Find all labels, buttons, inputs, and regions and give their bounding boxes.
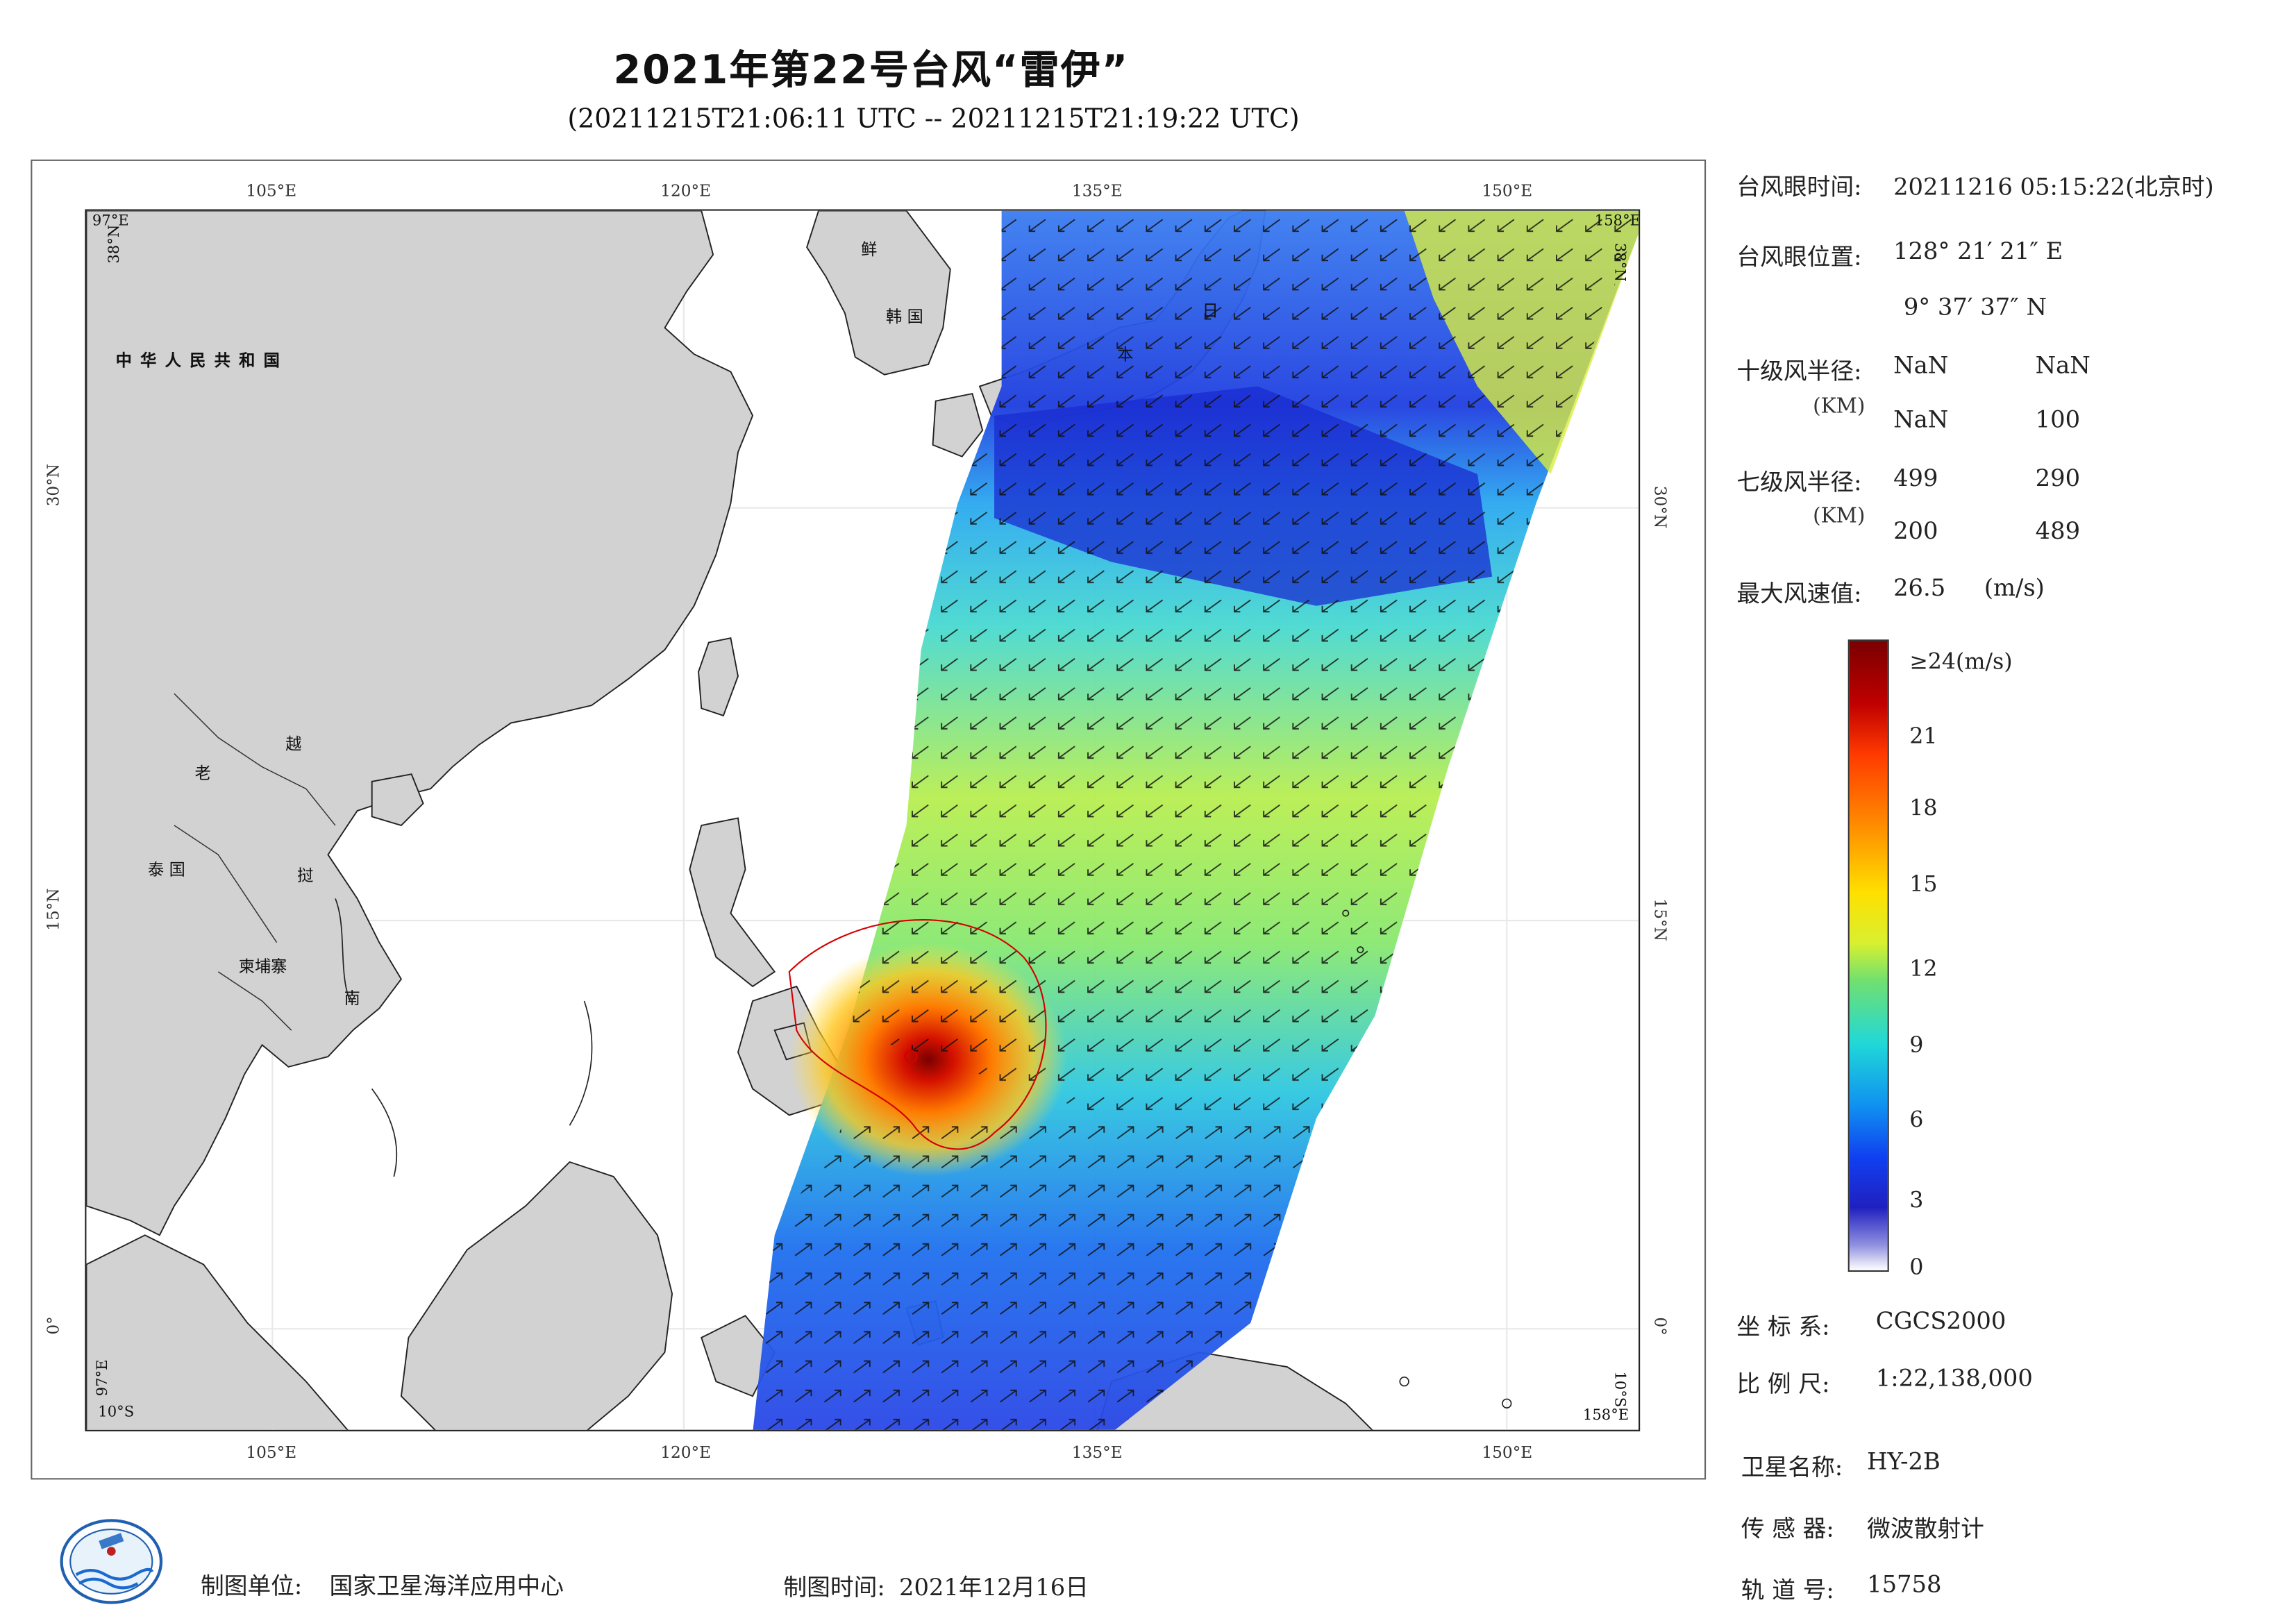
r10-value-nw: 100 [2035,405,2081,434]
luzon [689,817,776,988]
corner-top-right-lon: 158°E [1594,213,1641,230]
eye-lat-value: 9° 37′ 37″ N [1903,292,2047,321]
map-frame [31,159,1707,1480]
map-area: 97°E 38°N 158°E 38°N 10°S 97°E 158°E 10°… [85,209,1641,1431]
typhoon-eye-marker [904,1050,918,1063]
japan-kyushu [932,393,984,457]
r7-unit: (KM) [1813,505,1866,529]
label-japan-1: 日 [1202,301,1218,321]
time-range-subtitle: (20211215T21:06:11 UTC -- 20211215T21:19… [567,103,1300,135]
corner-bottom-right-lon: 158°E [1582,1408,1629,1424]
lon-tick-top-105: 105°E [246,181,297,201]
map-title: 2021年第22号台风“雷伊” [613,48,1130,94]
lat-tick-left-0: 0° [44,1316,63,1335]
colorbar-tick-3: 3 [1909,1186,1924,1213]
r7-value-sw: 200 [1893,516,1938,545]
crs-label: 坐 标 系: [1736,1313,1830,1341]
nsoas-logo-icon [56,1516,167,1607]
corner-top-left-lon: 97°E [92,213,129,230]
eye-lon-value: 128° 21′ 21″ E [1893,237,2063,265]
crs-value: CGCS2000 [1875,1306,2006,1335]
colorbar-tick-6: 6 [1909,1106,1924,1133]
asia-mainland [86,210,754,1236]
malay-sumatra [86,1234,349,1430]
scale-value: 1:22,138,000 [1875,1363,2033,1392]
lat-tick-left-30: 30°N [44,464,63,507]
map-canvas [86,210,1639,1430]
label-korea-north: 鲜 [861,239,878,260]
colorbar-tick-12: 12 [1909,955,1938,982]
eye-position-label: 台风眼位置: [1736,242,1862,271]
lat-tick-left-15: 15°N [44,888,63,931]
r10-label: 十级风半径: [1736,357,1862,385]
maker-label: 制图单位: [200,1572,303,1600]
lon-tick-bottom-135: 135°E [1071,1443,1123,1463]
r10-value-se: NaN [2035,351,2090,380]
max-wind-value: 26.5 [1893,573,1946,602]
eye-time-label: 台风眼时间: [1736,172,1862,201]
label-korea-south: 韩 国 [886,307,923,327]
wind-arrows-south [753,1118,1317,1430]
taiwan [698,637,739,717]
borneo [400,1161,673,1430]
label-laos: 老 [194,764,211,783]
lon-tick-top-120: 120°E [660,181,712,201]
lon-tick-top-150: 150°E [1482,181,1533,201]
maker-value: 国家卫星海洋应用中心 [329,1572,564,1600]
r10-value-ne: NaN [1893,351,1949,380]
colorbar-tick-21: 21 [1909,723,1938,750]
max-wind-unit: (m/s) [1984,573,2045,602]
colorbar-tick-0: 0 [1909,1254,1924,1281]
lon-tick-bottom-120: 120°E [660,1443,712,1463]
r7-label: 七级风半径: [1736,468,1862,496]
lat-tick-right-0: 0° [1650,1317,1670,1336]
satellite-value: HY-2B [1867,1447,1941,1476]
scale-label: 比 例 尺: [1736,1370,1830,1398]
orbit-label: 轨 道 号: [1741,1576,1834,1604]
sensor-value: 微波散射计 [1867,1514,1984,1543]
label-japan-2: 本 [1117,345,1134,364]
sensor-label: 传 感 器: [1741,1514,1834,1543]
label-cambodia: 柬埔寨 [238,957,287,977]
label-vietnam-2: 南 [344,989,360,1009]
date-value: 2021年12月16日 [898,1573,1089,1601]
satellite-label: 卫星名称: [1741,1453,1843,1481]
label-vn-mid: 挝 [297,866,314,886]
label-china: 中 华 人 民 共 和 国 [115,351,281,371]
r7-value-nw: 489 [2035,516,2081,545]
wind-radius-outline [788,919,1047,1150]
lon-tick-top-135: 135°E [1071,181,1123,201]
wind-arrows-west [848,210,1639,1118]
country-borders [174,693,336,1031]
lon-tick-bottom-105: 105°E [246,1443,297,1463]
orbit-value: 15758 [1867,1570,1942,1599]
lat-tick-right-30: 30°N [1650,485,1670,529]
label-thailand: 泰 国 [148,860,185,880]
island-outlines [335,898,1512,1408]
r10-unit: (KM) [1813,395,1866,419]
corner-top-right-lat: 38°N [1611,242,1627,282]
eye-time-value: 20211216 05:15:22(北京时) [1893,172,2214,201]
colorbar-tick-15: 15 [1909,871,1938,898]
r7-value-se: 290 [2035,464,2081,492]
max-wind-label: 最大风速值: [1736,579,1862,607]
colorbar-tick-18: 18 [1909,794,1938,821]
corner-bottom-right-lat: 10°S [1611,1371,1627,1408]
wind-speed-colorbar [1847,639,1889,1272]
colorbar-top-label: ≥24(m/s) [1909,648,2013,675]
colorbar-tick-9: 9 [1909,1032,1924,1059]
date-label: 制图时间: [783,1573,885,1601]
lat-tick-right-15: 15°N [1650,898,1670,941]
corner-bottom-left-lat: 10°S [98,1404,135,1422]
korea [806,210,951,376]
r10-value-sw: NaN [1893,405,1949,434]
corner-top-left-lat: 38°N [106,224,124,264]
label-vietnam-1: 越 [285,734,302,754]
corner-bottom-left-lon: 97°E [95,1359,112,1397]
r7-value-ne: 499 [1893,464,1938,492]
hainan [371,773,424,827]
lon-tick-bottom-150: 150°E [1482,1443,1533,1463]
